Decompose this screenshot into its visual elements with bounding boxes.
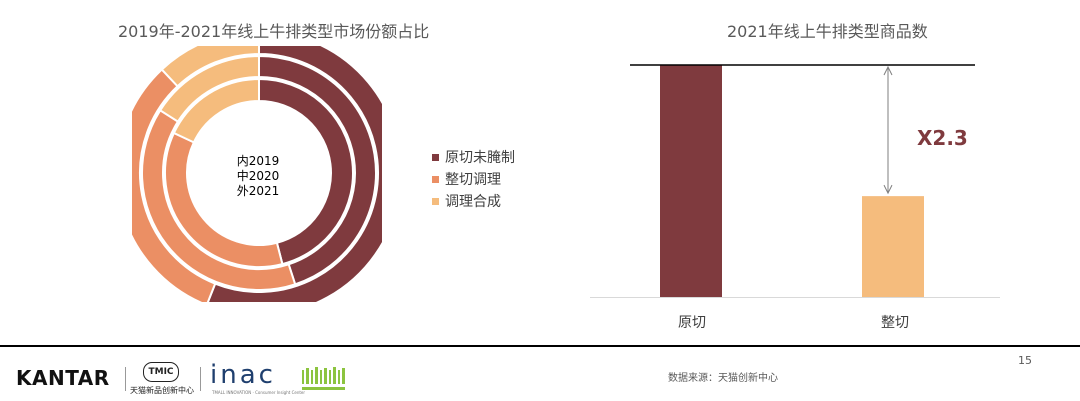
legend-swatch-raw (432, 153, 439, 161)
green-barcode-logo (302, 367, 345, 390)
ratio-annotation: X2.3 (917, 126, 968, 150)
bar-1 (862, 196, 924, 297)
legend-label-cut: 整切调理 (445, 172, 501, 188)
center-label-middle: 中2020 (236, 169, 280, 183)
bar-category-label-cut: 整切 (881, 315, 909, 331)
donut-chart (132, 46, 382, 302)
legend-swatch-synth (432, 197, 439, 205)
bar-category-label-raw: 原切 (678, 315, 706, 331)
donut-slice-2021-2 (160, 46, 260, 88)
page-number: 15 (1018, 354, 1032, 367)
center-label-inner: 内2019 (236, 154, 280, 168)
donut-slice-2019-2 (172, 77, 260, 144)
legend-label-raw: 原切未腌制 (445, 150, 515, 166)
legend-label-synth: 调理合成 (445, 194, 501, 210)
legend-item-raw: 原切未腌制 (432, 146, 515, 168)
center-label-outer: 外2021 (236, 184, 280, 198)
ratio-arrow-head-bottom (883, 184, 893, 195)
inac-logo: inac (210, 360, 276, 390)
logo-separator (125, 367, 126, 391)
donut-slice-2021-0 (206, 46, 382, 302)
logo-separator (200, 367, 201, 391)
donut-chart-title: 2019年-2021年线上牛排类型市场份额占比 (118, 22, 430, 41)
tmic-logo: TMIC (143, 362, 179, 382)
inac-subtitle: TMALL INNOVATION · Consumer Insight Cent… (212, 390, 306, 395)
kantar-logo: KANTAR (16, 366, 110, 390)
bar-0 (660, 65, 722, 297)
legend-item-synth: 调理合成 (432, 190, 515, 212)
legend-swatch-cut (432, 175, 439, 183)
donut-slice-2020-2 (158, 54, 260, 123)
donut-legend: 原切未腌制 整切调理 调理合成 (432, 146, 515, 212)
footer-divider (0, 345, 1080, 347)
legend-item-cut: 整切调理 (432, 168, 515, 190)
ratio-arrow-head-top (883, 65, 893, 76)
bar-chart (590, 64, 1000, 298)
data-source-note: 数据来源：天猫创新中心 (668, 373, 778, 384)
bar-chart-title: 2021年线上牛排类型商品数 (727, 22, 928, 41)
tmic-subtitle: 天猫新品创新中心 (130, 386, 194, 395)
